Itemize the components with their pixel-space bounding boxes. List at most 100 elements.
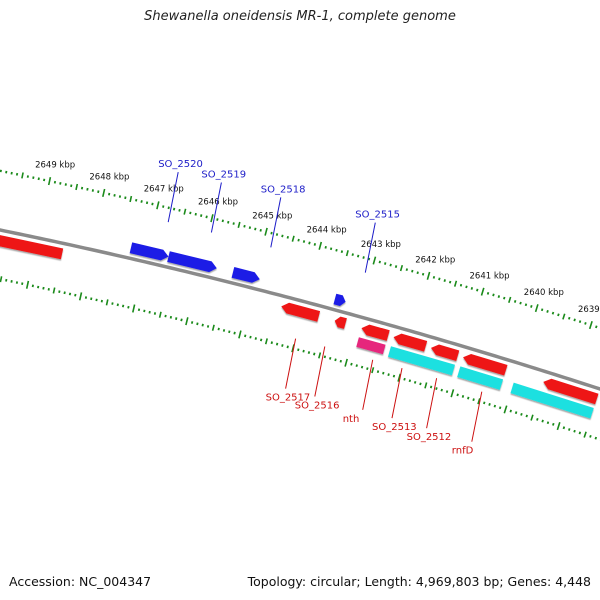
reverse-gene[interactable] xyxy=(334,316,347,329)
reverse-gene[interactable] xyxy=(463,354,508,376)
tick-mark xyxy=(340,250,344,254)
tick-mark xyxy=(595,325,598,329)
tick-mark xyxy=(100,299,103,303)
highlight-feature[interactable] xyxy=(388,346,455,376)
tick-mark xyxy=(594,436,598,440)
tick-mark xyxy=(443,279,446,282)
tick-mark xyxy=(0,276,3,283)
tick-mark xyxy=(47,177,52,186)
reverse-gene[interactable] xyxy=(543,378,599,405)
gene-label[interactable]: SO_2512 xyxy=(407,432,452,443)
tick-mark xyxy=(129,195,133,203)
tick-mark xyxy=(362,256,365,259)
tick-mark xyxy=(244,334,247,338)
highlight-feature[interactable] xyxy=(510,382,594,419)
tick-mark xyxy=(472,398,475,402)
tick-mark xyxy=(297,238,300,242)
tick-mark xyxy=(519,301,522,305)
tick-mark xyxy=(589,434,592,438)
inner-tick-ring xyxy=(0,276,600,441)
tick-mark xyxy=(488,403,491,406)
tick-mark xyxy=(43,178,46,182)
tick-mark xyxy=(435,387,438,390)
reverse-gene[interactable] xyxy=(361,324,390,341)
tick-mark xyxy=(329,247,333,251)
tick-mark xyxy=(281,344,284,347)
tick-mark xyxy=(270,231,273,235)
tick-mark xyxy=(536,417,539,421)
tick-mark xyxy=(26,175,29,178)
tick-mark xyxy=(222,329,226,332)
forward-gene[interactable] xyxy=(167,251,217,273)
tick-mark xyxy=(143,309,146,313)
tick-mark xyxy=(389,263,392,267)
gene-label[interactable]: SO_2516 xyxy=(295,401,340,412)
tick-mark xyxy=(480,287,485,296)
gene-label[interactable]: SO_2519 xyxy=(201,170,246,181)
tick-mark xyxy=(397,373,402,382)
label-leader xyxy=(285,338,297,389)
tick-mark xyxy=(25,280,30,289)
tick-mark xyxy=(497,295,501,298)
tick-mark xyxy=(15,281,19,284)
tick-mark xyxy=(172,207,176,211)
gene-label[interactable]: SO_2517 xyxy=(266,393,311,404)
tick-mark xyxy=(221,219,224,223)
tick-mark xyxy=(108,192,111,196)
gene-label[interactable]: nth xyxy=(343,414,360,425)
tick-mark xyxy=(470,287,474,290)
tick-mark xyxy=(432,275,436,279)
gene-label[interactable]: SO_2518 xyxy=(261,184,306,195)
tick-mark xyxy=(68,292,72,296)
reverse-gene[interactable] xyxy=(0,235,64,260)
label-leader xyxy=(362,359,374,410)
rna-feature[interactable] xyxy=(356,337,386,355)
tick-mark xyxy=(227,220,230,224)
tick-mark xyxy=(476,288,479,292)
tick-mark xyxy=(324,245,327,249)
label-leader xyxy=(314,346,326,397)
forward-gene[interactable] xyxy=(231,267,260,283)
highlight-feature[interactable] xyxy=(457,366,504,390)
tick-mark xyxy=(78,292,83,301)
reverse-gene[interactable] xyxy=(393,333,428,352)
tick-mark xyxy=(232,222,235,225)
reverse-gene[interactable] xyxy=(281,302,321,322)
tick-mark xyxy=(254,337,257,340)
tick-mark xyxy=(5,170,8,174)
tick-mark xyxy=(264,338,268,345)
tick-mark xyxy=(403,377,406,381)
tick-mark xyxy=(588,321,593,330)
tick-mark xyxy=(351,253,354,257)
tick-mark xyxy=(270,341,273,345)
tick-label: 2649 kbp xyxy=(35,161,75,171)
forward-gene[interactable] xyxy=(333,293,346,306)
reverse-gene[interactable] xyxy=(431,344,460,362)
gene-label[interactable]: rnfD xyxy=(452,446,474,457)
gene-label[interactable]: SO_2515 xyxy=(355,210,400,221)
forward-gene[interactable] xyxy=(129,242,169,261)
tick-mark xyxy=(302,349,305,353)
tick-mark xyxy=(151,202,154,206)
tick-mark xyxy=(178,208,181,212)
tick-mark xyxy=(113,194,116,197)
tick-mark xyxy=(291,344,295,353)
tick-mark xyxy=(493,404,497,408)
tick-mark xyxy=(80,186,84,190)
tick-mark xyxy=(210,214,214,223)
tick-mark xyxy=(524,303,528,307)
tick-label: 2645 kbp xyxy=(252,211,292,221)
tick-mark xyxy=(91,189,94,192)
tick-mark xyxy=(275,342,279,346)
tick-mark xyxy=(148,310,151,314)
tick-mark xyxy=(5,278,8,282)
tick-mark xyxy=(63,291,66,295)
tick-mark xyxy=(411,269,414,273)
tick-mark xyxy=(350,362,353,366)
gene-label[interactable]: SO_2520 xyxy=(158,159,203,170)
tick-mark xyxy=(573,318,576,322)
tick-mark xyxy=(32,176,35,179)
gene-label[interactable]: SO_2513 xyxy=(372,422,417,433)
genome-title: Shewanella oneidensis MR-1, complete gen… xyxy=(144,9,456,24)
